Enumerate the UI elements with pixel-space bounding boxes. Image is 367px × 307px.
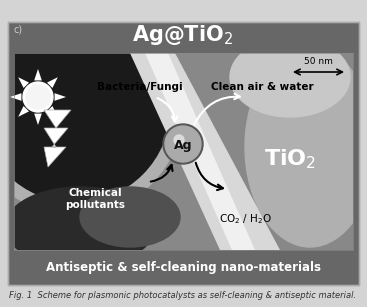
- Text: Fig. 1  Scheme for plasmonic photocatalysts as self-cleaning & antiseptic materi: Fig. 1 Scheme for plasmonic photocatalys…: [10, 292, 357, 301]
- Text: CO$_2$ / H$_2$O: CO$_2$ / H$_2$O: [218, 212, 272, 226]
- Ellipse shape: [245, 47, 367, 247]
- Text: Bacteria/Fungi: Bacteria/Fungi: [97, 82, 183, 92]
- Polygon shape: [47, 77, 58, 88]
- Bar: [8, 22, 359, 285]
- Text: 50 nm: 50 nm: [304, 57, 333, 66]
- Circle shape: [26, 85, 50, 109]
- Polygon shape: [34, 114, 42, 125]
- Text: Ag@TiO$_2$: Ag@TiO$_2$: [132, 23, 234, 47]
- Circle shape: [0, 12, 170, 202]
- Polygon shape: [18, 106, 29, 117]
- Circle shape: [174, 135, 184, 145]
- Ellipse shape: [80, 187, 180, 247]
- FancyArrowPatch shape: [194, 94, 240, 125]
- FancyArrowPatch shape: [196, 163, 223, 190]
- Polygon shape: [47, 106, 58, 117]
- Text: Antiseptic & self-cleaning nano-materials: Antiseptic & self-cleaning nano-material…: [46, 262, 320, 274]
- FancyArrowPatch shape: [157, 98, 177, 122]
- Polygon shape: [55, 93, 66, 101]
- Text: Clean air & water: Clean air & water: [211, 82, 313, 92]
- Polygon shape: [145, 53, 255, 250]
- Circle shape: [165, 126, 201, 162]
- Polygon shape: [10, 93, 21, 101]
- Text: Chemical
pollutants: Chemical pollutants: [65, 188, 125, 210]
- Polygon shape: [130, 53, 280, 250]
- Text: Ag: Ag: [174, 138, 192, 151]
- Bar: [14, 53, 353, 250]
- Ellipse shape: [230, 37, 350, 117]
- Circle shape: [163, 124, 203, 164]
- Bar: [14, 53, 353, 250]
- Text: TiO$_2$: TiO$_2$: [264, 147, 316, 171]
- Circle shape: [0, 0, 183, 215]
- FancyArrowPatch shape: [151, 165, 172, 182]
- Text: c): c): [14, 25, 23, 35]
- Polygon shape: [44, 110, 71, 167]
- Polygon shape: [18, 77, 29, 88]
- Circle shape: [23, 82, 53, 112]
- Ellipse shape: [5, 187, 155, 267]
- Polygon shape: [34, 69, 42, 80]
- Bar: [8, 22, 359, 285]
